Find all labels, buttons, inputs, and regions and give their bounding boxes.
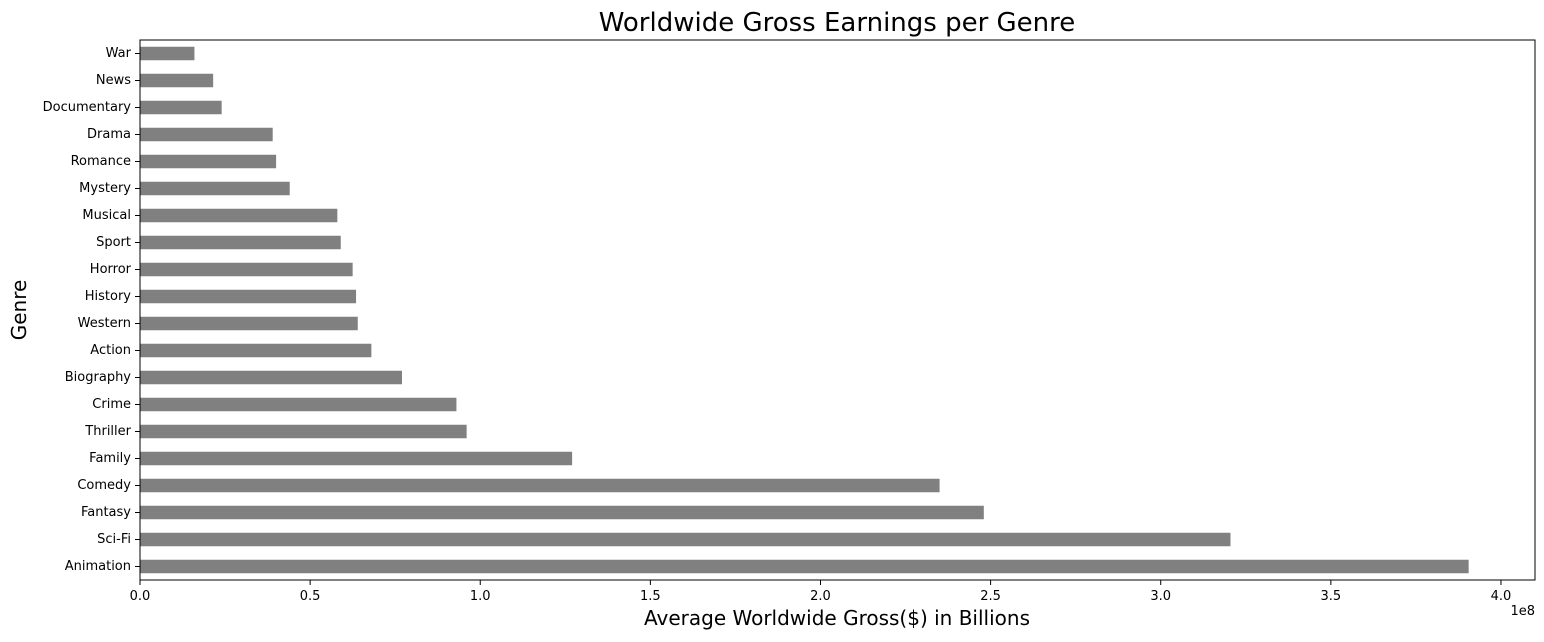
x-axis-label: Average Worldwide Gross($) in Billions: [644, 606, 1030, 630]
bar-thriller: [140, 424, 467, 439]
y-axis-label: Genre: [7, 280, 31, 341]
y-tick-label: Thriller: [84, 424, 131, 439]
y-tick-label: Comedy: [77, 478, 131, 493]
bar-biography: [140, 370, 402, 385]
bar-fantasy: [140, 505, 984, 520]
y-tick-label: Family: [89, 451, 131, 466]
x-tick-label: 2.5: [980, 589, 1001, 604]
y-tick-label: Sport: [96, 235, 131, 250]
y-tick-label: Romance: [71, 154, 131, 169]
bar-horror: [140, 262, 353, 277]
bar-comedy: [140, 478, 940, 493]
y-tick-label: Fantasy: [81, 505, 131, 520]
bar-action: [140, 343, 372, 358]
bar-news: [140, 73, 214, 88]
x-tick-label: 1.5: [640, 589, 661, 604]
y-tick-label: Drama: [87, 127, 131, 142]
y-tick-label: Mystery: [79, 181, 131, 196]
bar-drama: [140, 127, 273, 142]
y-tick-label: Animation: [65, 559, 131, 574]
bar-mystery: [140, 181, 290, 196]
y-tick-label: War: [106, 46, 132, 61]
x-axis-offset-label: 1e8: [1510, 604, 1535, 619]
bar-sci-fi: [140, 532, 1231, 547]
y-tick-label: Musical: [82, 208, 131, 223]
bar-history: [140, 289, 357, 304]
x-tick-label: 3.5: [1321, 589, 1342, 604]
y-tick-label: News: [96, 73, 131, 88]
y-tick-label: Documentary: [43, 100, 132, 115]
y-tick-label: Western: [78, 316, 131, 331]
y-axis-ticks: War News Documentary Drama Romance Mystery Mus…: [43, 46, 140, 574]
y-tick-label: Sci-Fi: [97, 532, 131, 547]
y-tick-label: Action: [90, 343, 131, 358]
y-tick-label: Horror: [90, 262, 132, 277]
bar-sport: [140, 235, 341, 250]
x-tick-label: 4.0: [1491, 589, 1512, 604]
x-tick-label: 3.0: [1150, 589, 1171, 604]
bar-war: [140, 46, 195, 61]
bar-musical: [140, 208, 338, 223]
bar-animation: [140, 559, 1469, 574]
x-tick-label: 2.0: [810, 589, 831, 604]
x-tick-label: 0.5: [300, 589, 321, 604]
bars-layer: [140, 46, 1469, 574]
y-tick-label: History: [85, 289, 132, 304]
x-tick-label: 0.0: [130, 589, 151, 604]
bar-romance: [140, 154, 277, 169]
bar-western: [140, 316, 358, 331]
bar-documentary: [140, 100, 222, 115]
plot-frame: [139, 39, 1536, 581]
y-tick-label: Crime: [92, 397, 131, 412]
bar-family: [140, 451, 573, 466]
y-tick-label: Biography: [65, 370, 132, 385]
bar-crime: [140, 397, 457, 412]
chart-title: Worldwide Gross Earnings per Genre: [599, 8, 1076, 38]
x-axis-ticks: 0.0 0.5 1.0 1.5 2.0 2.5 3.0 3.5 4.0: [130, 580, 1512, 604]
x-tick-label: 1.0: [470, 589, 491, 604]
